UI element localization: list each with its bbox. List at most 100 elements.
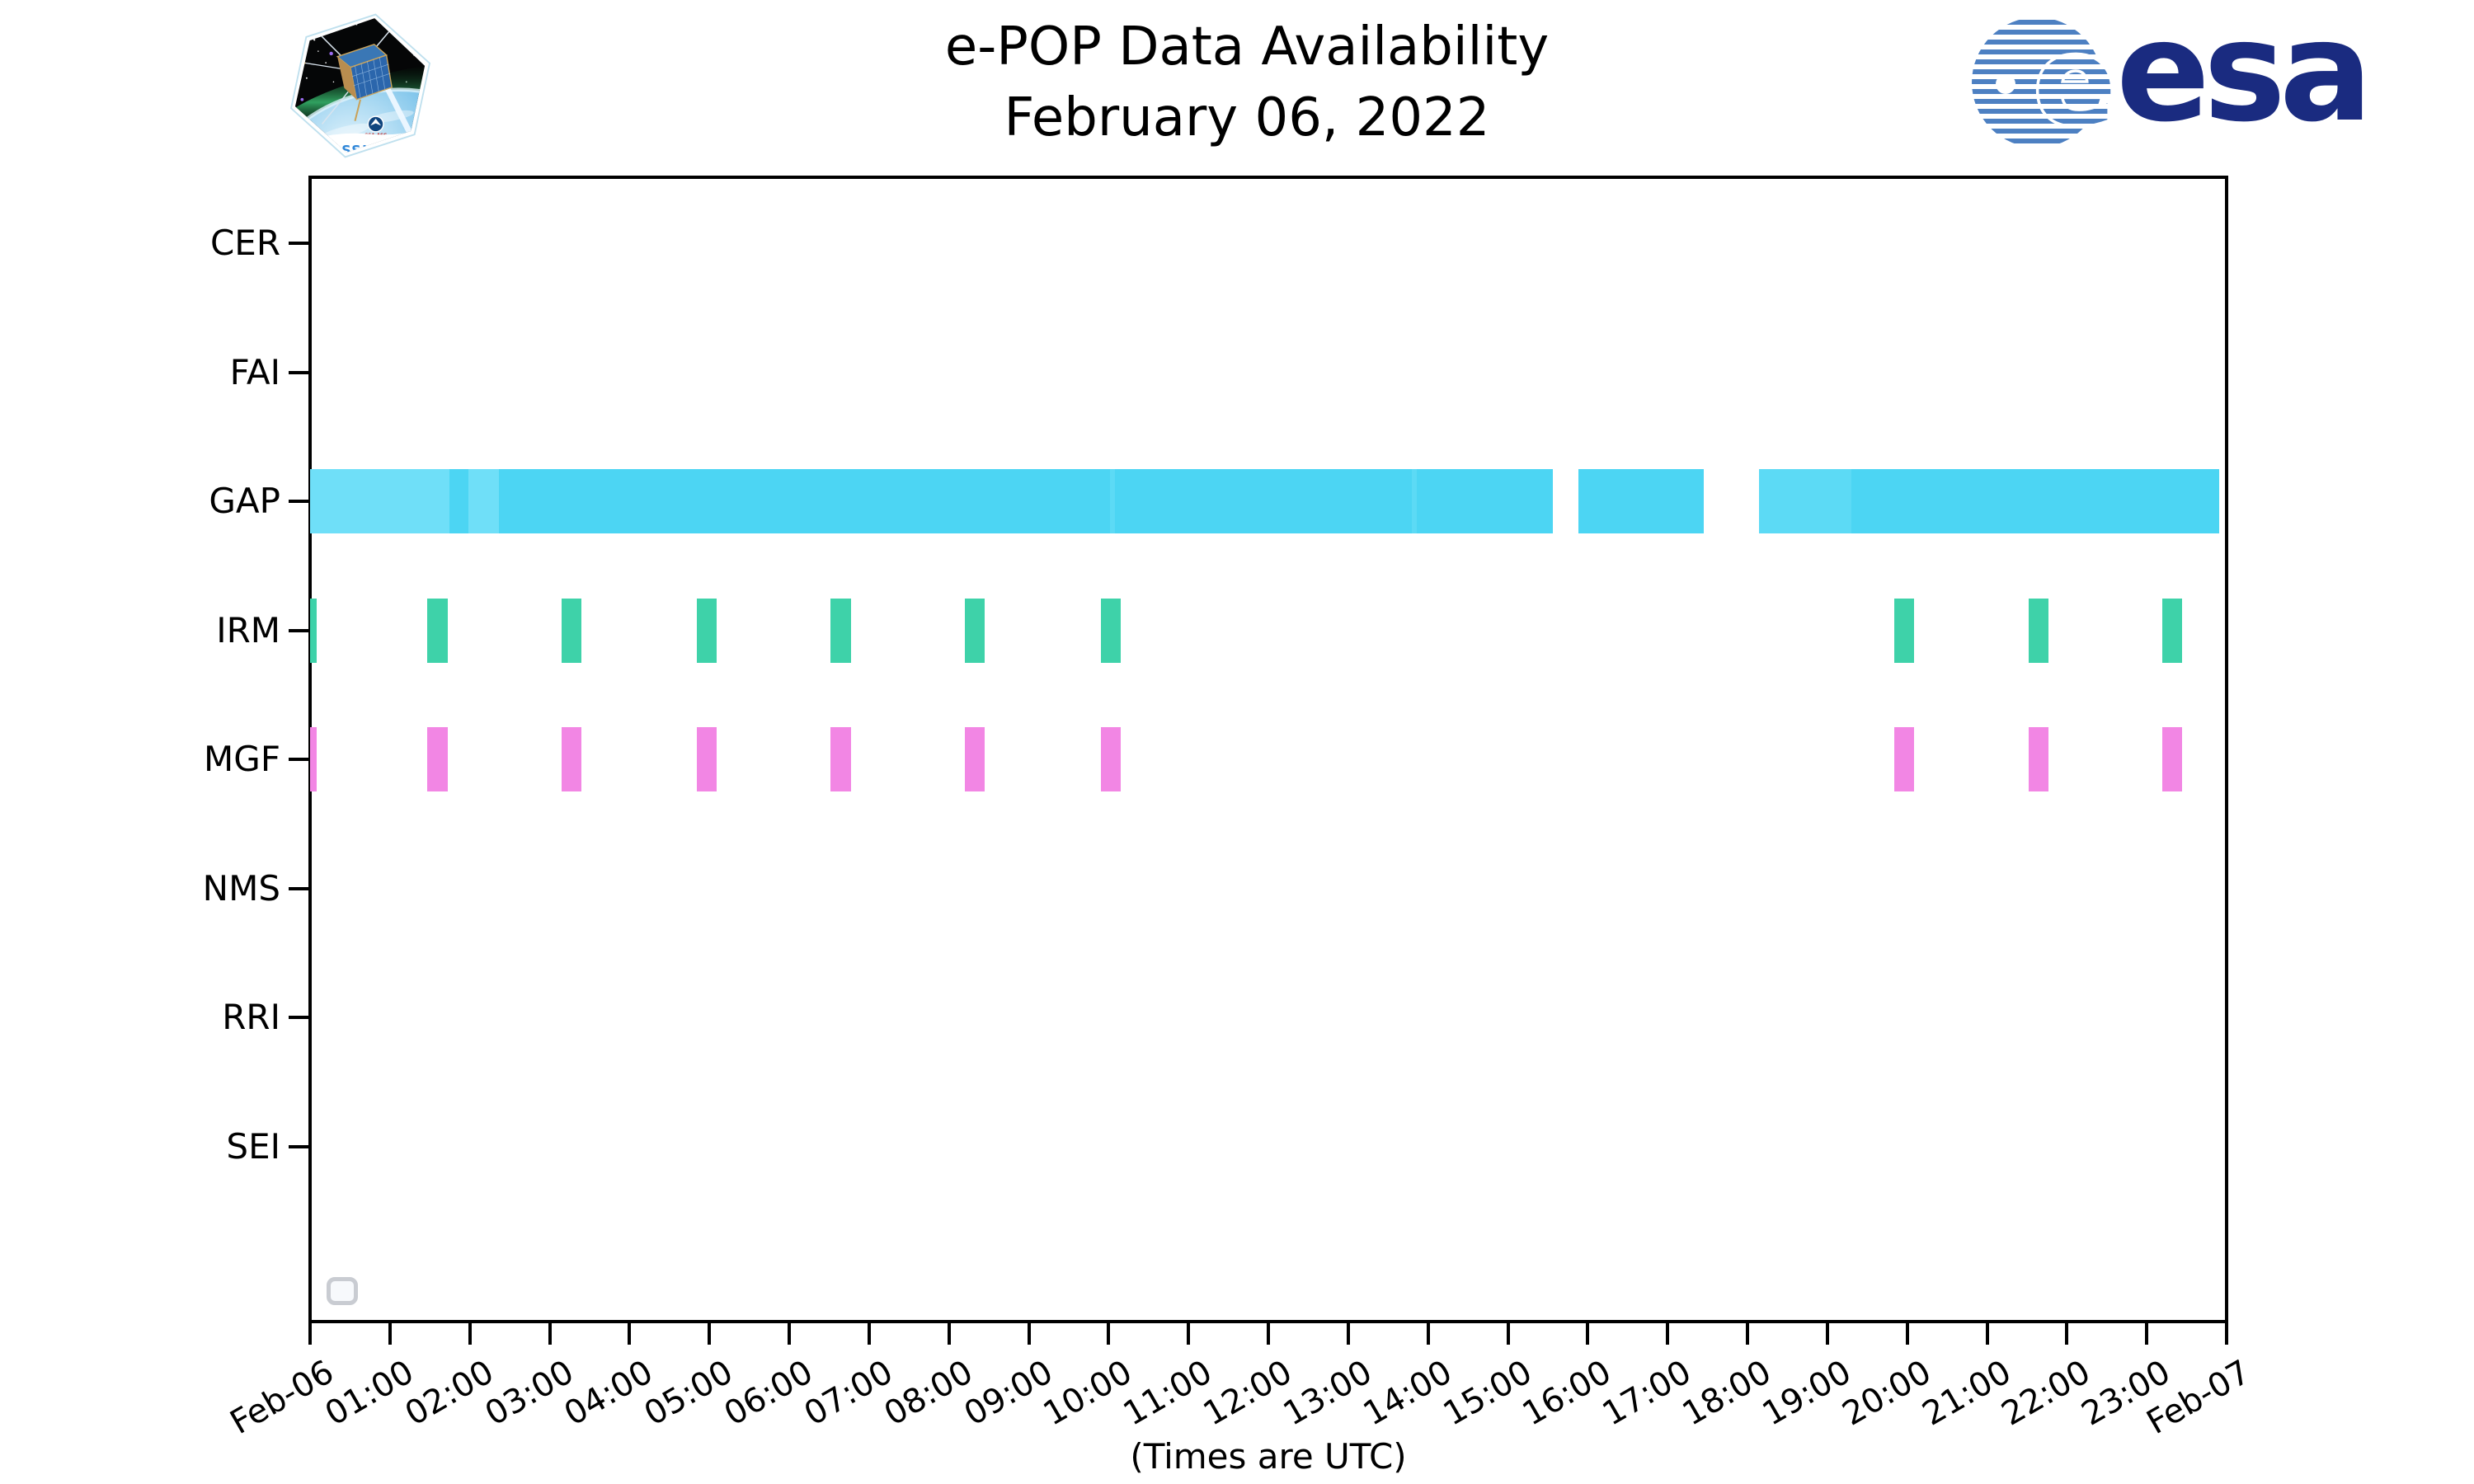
y-tick-rri (289, 1016, 310, 1019)
gap-bar-segment (1417, 469, 1553, 533)
x-tick-15 (1506, 1322, 1510, 1345)
x-tick-21 (1985, 1322, 1989, 1345)
x-tick-label-2100: 21:00 (1916, 1353, 2017, 1434)
x-tick-16 (1586, 1322, 1590, 1345)
x-tick-label-0800: 08:00 (877, 1353, 980, 1434)
x-tick-label-1600: 16:00 (1516, 1353, 1618, 1434)
x-tick-label-1000: 10:00 (1037, 1353, 1139, 1434)
svg-text:e: e (2034, 11, 2116, 153)
esa-logo: e esa (1969, 0, 2373, 165)
x-tick-label-1700: 17:00 (1596, 1353, 1698, 1434)
cassiope-patch-icon: CSA·ASC CASSIOPE (290, 13, 430, 158)
x-tick-3 (548, 1322, 552, 1345)
x-tick-4 (628, 1322, 632, 1345)
gap-bar-segment (1578, 469, 1704, 533)
x-tick-label-0500: 05:00 (637, 1353, 740, 1434)
mgf-pass-bar (830, 727, 851, 791)
x-tick-14 (1426, 1322, 1430, 1345)
y-tick-label-irm: IRM (216, 609, 280, 650)
x-tick-label-0100: 01:00 (318, 1353, 421, 1434)
y-tick-label-gap: GAP (209, 481, 280, 521)
esa-wordmark: esa (2116, 0, 2373, 153)
x-tick-label-0700: 07:00 (797, 1353, 900, 1434)
x-tick-22 (2065, 1322, 2069, 1345)
x-tick-label-1300: 13:00 (1277, 1353, 1379, 1434)
gap-bar-segment (1115, 469, 1413, 533)
x-tick-6 (788, 1322, 791, 1345)
gap-bar-segment (499, 469, 1111, 533)
y-tick-mgf (289, 758, 310, 761)
gap-bar-segment (1758, 469, 1851, 533)
chart-title: e-POP Data Availability February 06, 202… (945, 12, 1549, 153)
x-tick-10 (1107, 1322, 1111, 1345)
x-tick-1 (388, 1322, 392, 1345)
x-tick-19 (1825, 1322, 1829, 1345)
irm-pass-bar (310, 598, 317, 663)
x-tick-label-2200: 22:00 (1995, 1353, 2097, 1434)
x-tick-label-1500: 15:00 (1437, 1353, 1538, 1434)
y-tick-label-sei: SEI (226, 1125, 280, 1167)
x-tick-17 (1666, 1322, 1670, 1345)
irm-pass-bar (1100, 598, 1121, 663)
x-tick-2 (468, 1322, 472, 1345)
x-tick-label-0900: 09:00 (957, 1353, 1059, 1434)
y-tick-nms (289, 886, 310, 890)
mgf-pass-bar (696, 727, 717, 791)
x-tick-label-2000: 20:00 (1836, 1353, 1938, 1434)
x-tick-18 (1746, 1322, 1749, 1345)
gap-bar-segment (449, 469, 468, 533)
mgf-pass-bar (427, 727, 448, 791)
satellite-illustration (302, 18, 401, 124)
irm-pass-bar (965, 598, 985, 663)
gap-bar-segment (468, 469, 500, 533)
gap-bar-segment (310, 469, 450, 533)
x-tick-label-0300: 03:00 (478, 1353, 580, 1434)
legend-box (327, 1277, 358, 1305)
y-tick-fai (289, 370, 310, 374)
x-tick-0 (308, 1322, 312, 1345)
gap-bar-segment (1851, 469, 2220, 533)
irm-pass-bar (2161, 598, 2182, 663)
cassiope-mission-patch: CSA·ASC CASSIOPE (284, 5, 437, 167)
y-tick-label-nms: NMS (202, 867, 280, 909)
x-tick-label-1900: 19:00 (1756, 1353, 1858, 1434)
y-tick-cer (289, 242, 310, 245)
x-tick-11 (1187, 1322, 1191, 1345)
x-tick-13 (1346, 1322, 1350, 1345)
x-tick-23 (2145, 1322, 2149, 1345)
y-tick-label-fai: FAI (229, 351, 280, 392)
irm-pass-bar (830, 598, 851, 663)
x-tick-5 (708, 1322, 712, 1345)
mgf-pass-bar (2028, 727, 2049, 791)
mgf-pass-bar (310, 727, 317, 791)
mgf-pass-bar (2161, 727, 2182, 791)
x-tick-label-1800: 18:00 (1676, 1353, 1778, 1434)
x-tick-label-1200: 12:00 (1197, 1353, 1299, 1434)
x-tick-12 (1267, 1322, 1270, 1345)
x-tick-9 (1027, 1322, 1031, 1345)
x-axis-note: (Times are UTC) (1130, 1436, 1407, 1477)
x-tick-24 (2225, 1322, 2228, 1345)
irm-pass-bar (562, 598, 582, 663)
mgf-pass-bar (562, 727, 582, 791)
plot-frame (308, 176, 2228, 1323)
y-tick-sei (289, 1144, 310, 1148)
y-tick-label-rri: RRI (222, 997, 280, 1037)
x-tick-20 (1905, 1322, 1909, 1345)
title-line2: February 06, 2022 (1004, 87, 1490, 148)
x-tick-label-1100: 11:00 (1117, 1353, 1219, 1434)
x-tick-label-1400: 14:00 (1357, 1353, 1459, 1434)
irm-pass-bar (1894, 598, 1915, 663)
x-tick-8 (947, 1322, 951, 1345)
x-tick-label-0600: 06:00 (717, 1353, 820, 1434)
irm-pass-bar (2028, 598, 2049, 663)
mgf-pass-bar (965, 727, 985, 791)
y-tick-gap (289, 500, 310, 503)
mgf-pass-bar (1894, 727, 1915, 791)
esa-emblem-icon: e (1972, 8, 2119, 156)
y-tick-label-mgf: MGF (204, 739, 280, 779)
gap-bar-segment (1110, 469, 1116, 533)
irm-pass-bar (427, 598, 448, 663)
y-tick-irm (289, 628, 310, 632)
